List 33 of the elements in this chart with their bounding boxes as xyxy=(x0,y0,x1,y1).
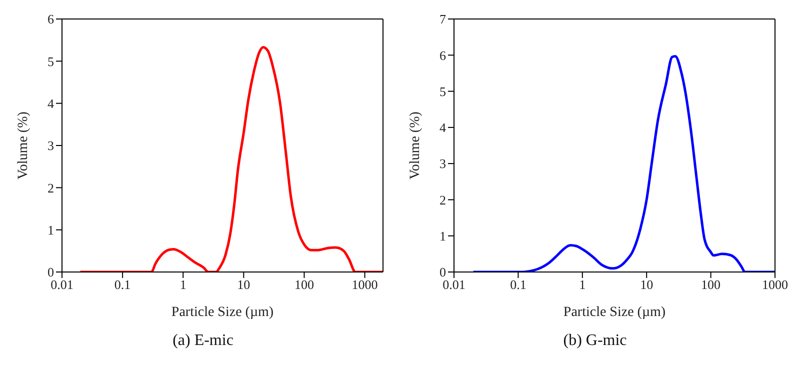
y-tick-label: 3 xyxy=(48,138,54,154)
x-tick-label: 0.1 xyxy=(510,277,526,292)
x-tick-label: 1000 xyxy=(762,277,788,292)
y-tick-label: 6 xyxy=(440,48,446,63)
y-tick-label: 0 xyxy=(48,264,54,280)
y-tick-label: 1 xyxy=(48,222,54,238)
x-axis-title: Particle Size (µm) xyxy=(563,305,666,320)
x-tick-label: 0.1 xyxy=(114,277,131,292)
x-tick-label: 100 xyxy=(701,277,721,292)
y-tick-label: 5 xyxy=(440,84,446,99)
y-tick-label: 4 xyxy=(440,120,446,136)
x-tick-label: 1 xyxy=(180,277,186,292)
x-tick-label: 0.01 xyxy=(50,277,74,292)
y-tick-label: 1 xyxy=(440,228,446,244)
y-tick-label: 4 xyxy=(48,96,54,111)
y-tick-label: 7 xyxy=(440,12,446,27)
y-tick-label: 3 xyxy=(440,156,446,172)
text: (a) E-mic xyxy=(172,332,234,350)
x-tick-label: 0.01 xyxy=(442,277,466,292)
y-tick-label: 2 xyxy=(48,180,54,196)
text: (b) G-mic xyxy=(563,332,627,350)
y-tick-label: 6 xyxy=(48,12,54,27)
y-tick-label: 0 xyxy=(440,264,446,280)
x-tick-label: 1 xyxy=(579,277,586,292)
x-tick-label: 1000 xyxy=(352,277,378,292)
x-axis-title: Particle Size (µm) xyxy=(171,305,274,320)
x-tick-label: 10 xyxy=(640,277,654,292)
y-axis-title: Volume (%) xyxy=(408,111,423,180)
y-tick-label: 2 xyxy=(440,192,446,208)
x-tick-label: 100 xyxy=(294,277,314,292)
y-axis-title: Volume (%) xyxy=(16,111,31,180)
x-tick-label: 10 xyxy=(237,277,250,292)
y-tick-label: 5 xyxy=(48,54,54,69)
